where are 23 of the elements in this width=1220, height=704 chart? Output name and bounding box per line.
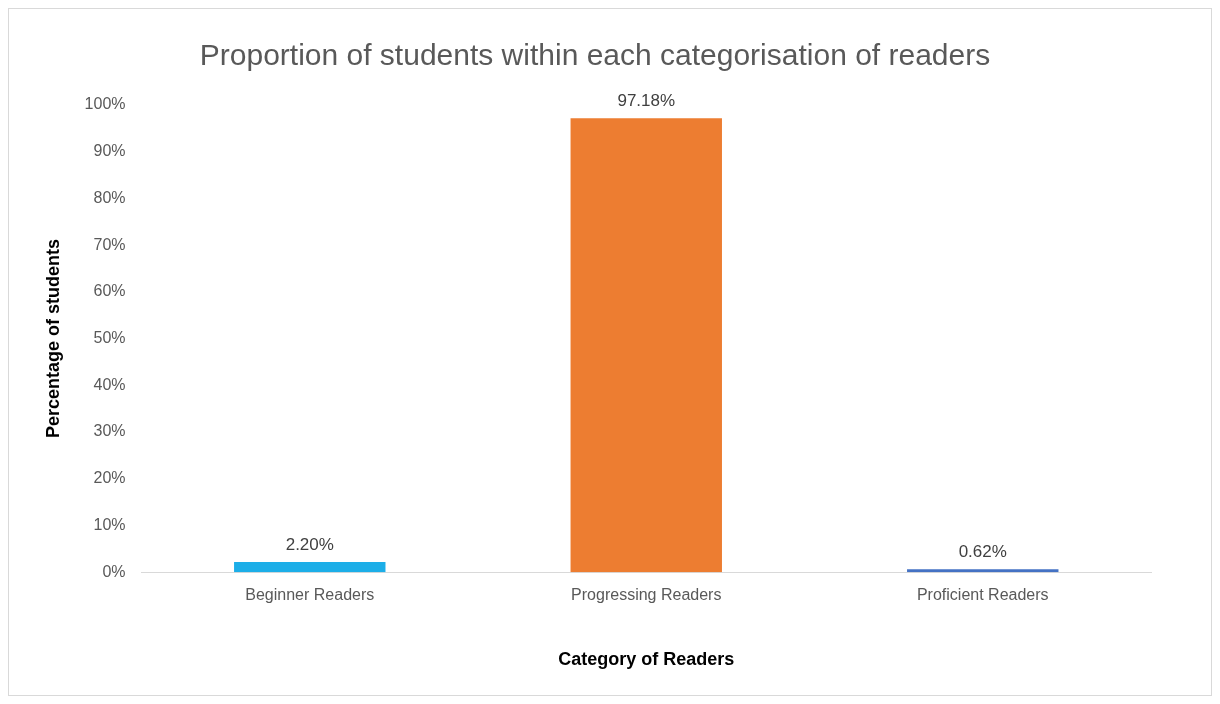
- data-label: 2.20%: [285, 535, 334, 555]
- y-tick-label: 20%: [93, 469, 126, 487]
- data-label: 0.62%: [958, 542, 1007, 562]
- y-axis-title: Percentage of students: [42, 239, 63, 439]
- x-tick-label: Beginner Readers: [245, 586, 375, 604]
- y-tick-label: 90%: [93, 142, 126, 160]
- bar: [907, 569, 1059, 573]
- y-tick-label: 50%: [93, 329, 126, 347]
- data-label: 97.18%: [617, 91, 676, 111]
- y-tick-label: 10%: [93, 515, 126, 533]
- bar: [570, 118, 722, 573]
- y-tick-label: 100%: [84, 95, 126, 113]
- x-axis-title: Category of Readers: [558, 649, 735, 670]
- y-tick-label: 70%: [93, 235, 126, 253]
- x-tick-label: Progressing Readers: [571, 586, 722, 604]
- bar: [234, 561, 386, 573]
- y-tick-label: 30%: [93, 422, 126, 440]
- x-tick-label: Proficient Readers: [916, 586, 1049, 604]
- y-tick-label: 40%: [93, 375, 126, 393]
- y-tick-label: 60%: [93, 282, 126, 300]
- chart-title: Proportion of students within each categorisation of readers: [199, 38, 991, 72]
- y-tick-label: 80%: [93, 188, 126, 206]
- y-tick-label: 0%: [102, 562, 126, 580]
